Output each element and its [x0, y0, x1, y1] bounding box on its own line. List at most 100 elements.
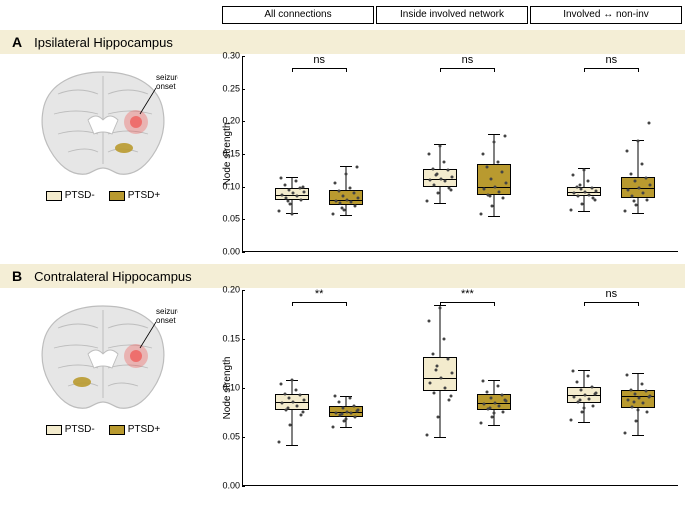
y-tick: 0.00	[222, 248, 240, 257]
y-tick: 0.15	[222, 150, 240, 159]
data-point	[437, 416, 440, 419]
swatch-ptsd-pos	[109, 191, 125, 201]
data-point	[634, 180, 637, 183]
panel-a-plot: Node strength0.000.050.100.150.200.250.3…	[200, 56, 682, 252]
data-point	[626, 374, 629, 377]
box-group	[561, 290, 661, 485]
box-ptsd-pos	[471, 56, 517, 251]
data-point	[648, 395, 651, 398]
data-point	[353, 192, 356, 195]
data-point	[482, 380, 485, 383]
data-point	[637, 408, 640, 411]
legend-label-ptsd-neg: PTSD-	[65, 424, 95, 435]
data-point	[350, 201, 353, 204]
data-point	[289, 202, 292, 205]
data-point	[349, 186, 352, 189]
data-point	[631, 405, 634, 408]
panel-b-legend: PTSD- PTSD+	[8, 424, 198, 435]
y-tick: 0.10	[222, 182, 240, 191]
data-point	[646, 410, 649, 413]
data-point	[428, 320, 431, 323]
swatch-ptsd-neg	[46, 191, 62, 201]
legend-item-ptsd-neg: PTSD-	[46, 424, 95, 435]
panel-b-letter: B	[12, 268, 22, 284]
data-point	[491, 416, 494, 419]
data-point	[346, 410, 349, 413]
significance-bar	[292, 68, 346, 69]
data-point	[350, 412, 353, 415]
plot-inner: *****ns	[242, 290, 678, 486]
significance-bar	[440, 68, 494, 69]
data-point	[429, 179, 432, 182]
data-point	[490, 177, 493, 180]
data-point	[343, 209, 346, 212]
data-point	[584, 393, 587, 396]
legend-label-ptsd-pos: PTSD+	[128, 424, 161, 435]
data-point	[493, 141, 496, 144]
data-point	[281, 193, 284, 196]
data-point	[587, 180, 590, 183]
box-ptsd-pos	[323, 290, 369, 485]
box-ptsd-neg	[417, 56, 463, 251]
data-point	[645, 389, 648, 392]
data-point	[426, 434, 429, 437]
data-point	[338, 400, 341, 403]
data-point	[642, 192, 645, 195]
data-point	[428, 153, 431, 156]
data-point	[634, 392, 637, 395]
data-point	[332, 213, 335, 216]
data-point	[295, 180, 298, 183]
data-point	[443, 338, 446, 341]
data-point	[646, 198, 649, 201]
data-point	[573, 192, 576, 195]
data-point	[583, 169, 586, 172]
y-tick: 0.20	[222, 117, 240, 126]
data-point	[497, 160, 500, 163]
data-point	[486, 390, 489, 393]
data-point	[280, 383, 283, 386]
data-point	[334, 182, 337, 185]
significance-bar	[584, 68, 638, 69]
data-point	[494, 185, 497, 188]
data-point	[444, 387, 447, 390]
brain-coronal-icon: seizureonset side	[28, 298, 178, 418]
data-point	[287, 406, 290, 409]
data-point	[295, 388, 298, 391]
data-point	[482, 153, 485, 156]
legend-item-ptsd-neg: PTSD-	[46, 190, 95, 201]
y-tick: 0.05	[222, 215, 240, 224]
data-point	[278, 440, 281, 443]
data-point	[576, 381, 579, 384]
significance-label: ns	[605, 54, 617, 66]
box-group	[269, 56, 369, 251]
data-point	[280, 177, 283, 180]
significance-label: **	[315, 288, 324, 300]
box-ptsd-pos	[471, 290, 517, 485]
brain-coronal-icon: seizureonset side	[28, 64, 178, 184]
box-group	[417, 56, 517, 251]
data-point	[281, 401, 284, 404]
data-point	[572, 370, 575, 373]
y-tick: 0.30	[222, 52, 240, 61]
data-point	[633, 400, 636, 403]
y-tick: 0.15	[222, 335, 240, 344]
data-point	[498, 404, 501, 407]
data-point	[426, 200, 429, 203]
data-point	[439, 306, 442, 309]
data-point	[579, 184, 582, 187]
data-point	[638, 186, 641, 189]
data-point	[284, 184, 287, 187]
data-point	[440, 377, 443, 380]
data-point	[288, 396, 291, 399]
y-axis: Node strength0.000.050.100.150.200.250.3…	[200, 56, 242, 252]
data-point	[334, 394, 337, 397]
data-point	[483, 402, 486, 405]
data-point	[587, 375, 590, 378]
data-point	[581, 410, 584, 413]
y-tick: 0.00	[222, 482, 240, 491]
data-point	[573, 395, 576, 398]
data-point	[335, 411, 338, 414]
data-point	[299, 393, 302, 396]
data-point	[577, 194, 580, 197]
box-ptsd-neg	[561, 56, 607, 251]
